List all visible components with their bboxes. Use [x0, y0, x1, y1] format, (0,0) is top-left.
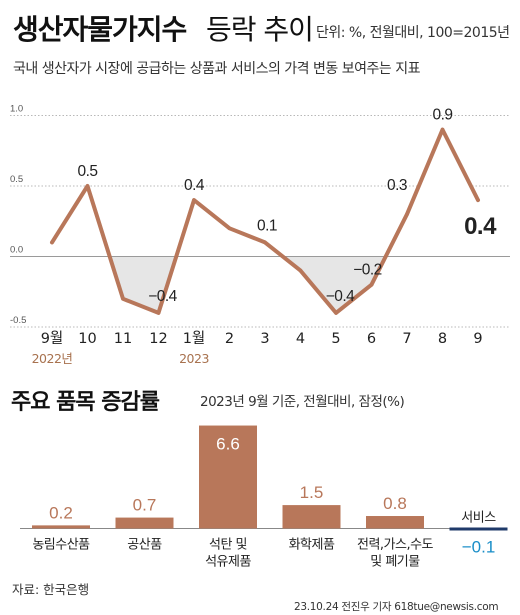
bar	[449, 527, 508, 531]
data-point	[227, 226, 232, 231]
line-chart-labels: 0.5 −0.4 0.4 0.1 −0.4 −0.2 0.3 0.9 0.4	[77, 107, 497, 305]
bar-value-label: 6.6	[216, 435, 240, 454]
bar-category-label: 서비스	[461, 511, 496, 526]
data-point	[476, 198, 480, 202]
data-point	[405, 212, 409, 216]
data-label: −0.4	[326, 288, 355, 305]
bar-category-label: 석탄 및	[209, 538, 247, 553]
data-point	[192, 198, 196, 202]
x-tick-label: 5	[331, 331, 340, 347]
data-point	[85, 184, 90, 188]
x-tick-label: 10	[78, 331, 96, 347]
x-tick-label: 6	[367, 331, 376, 347]
bar	[366, 516, 424, 529]
y-tick-label: 0.0	[10, 245, 23, 256]
y-tick-label: -0.5	[10, 315, 26, 326]
line-chart-fill	[10, 129, 510, 313]
x-tick-label: 4	[296, 331, 305, 347]
x-tick-label: 7	[402, 331, 411, 347]
data-point	[440, 127, 445, 132]
x-tick-label: 2	[225, 331, 234, 347]
data-label: 0.4	[184, 177, 205, 194]
bar	[282, 505, 341, 529]
x-tick-label: 9	[473, 331, 482, 347]
data-point	[50, 240, 54, 245]
section2-subtitle: 2023년 9월 기준, 전월대비, 잠정(%)	[200, 394, 405, 410]
line-chart-series	[50, 127, 480, 315]
line-chart: 1.00.50.0-0.5 0.5−0.40.40.1−0.4−0.20.30.…	[10, 104, 510, 366]
line-chart-x-axis: 9월 10 11 12 1월 2 3 4 5 6 7 8 9 2022년 2023	[32, 330, 483, 366]
bar-category-label: 석유제품	[205, 555, 251, 570]
x-tick-label: 9월	[41, 330, 64, 347]
x-tick-label: 11	[114, 331, 132, 347]
source-note: 자료: 한국은행	[12, 582, 90, 597]
chart-description: 국내 생산자가 시장에 공급하는 상품과 서비스의 가격 변동 보여주는 지표	[13, 61, 420, 77]
bar	[199, 425, 257, 529]
data-label: 0.3	[387, 177, 407, 194]
y-tick-label: 0.5	[10, 174, 23, 185]
data-label: 0.4	[464, 213, 497, 240]
x-tick-label: 8	[438, 331, 447, 347]
data-point	[369, 282, 374, 287]
bar-category-label: 전력,가스,수도	[357, 538, 434, 553]
newsis-watermark: NEWSIS	[383, 568, 509, 599]
bar-value-label: 0.8	[383, 494, 407, 513]
year-label: 2023	[179, 351, 209, 366]
data-point	[334, 311, 338, 315]
bar-category-label: 농림수산품	[32, 538, 90, 553]
x-tick-label: 12	[149, 331, 167, 347]
bar	[115, 517, 174, 529]
data-point	[298, 268, 303, 273]
bar-category-label: 화학제품	[289, 538, 335, 553]
x-tick-label: 1월	[183, 330, 206, 347]
year-label: 2022년	[32, 351, 73, 366]
area-positive	[52, 129, 478, 257]
bar	[32, 525, 90, 529]
data-point	[263, 240, 267, 245]
section2-title: 주요 품목 증감률	[11, 390, 160, 415]
data-label: 0.1	[257, 217, 277, 234]
data-point	[156, 311, 161, 315]
credit-line: 23.10.24 전진우 기자 618tue@newsis.com	[294, 601, 499, 613]
y-tick-label: 1.0	[10, 104, 23, 115]
data-point	[121, 297, 125, 301]
bar-value-label: 0.7	[133, 496, 157, 515]
x-tick-label: 3	[260, 331, 269, 347]
chart-title-suffix: 등락 추이	[206, 13, 314, 46]
data-label: −0.2	[353, 262, 382, 279]
bar-value-label: −0.1	[462, 538, 496, 557]
bar-category-label: 공산품	[127, 538, 162, 553]
data-label: −0.4	[148, 288, 177, 305]
data-label: 0.5	[77, 163, 97, 180]
bar-chart-bars	[20, 425, 508, 531]
chart-title: 생산자물가지수	[13, 13, 187, 46]
bar-value-label: 0.2	[49, 503, 73, 522]
unit-note: 단위: %, 전월대비, 100=2015년	[316, 25, 510, 41]
area-negative	[52, 256, 478, 313]
bar-category-label: 및 폐기물	[370, 555, 420, 570]
bar-value-label: 1.5	[300, 483, 324, 502]
data-label: 0.9	[432, 107, 452, 124]
